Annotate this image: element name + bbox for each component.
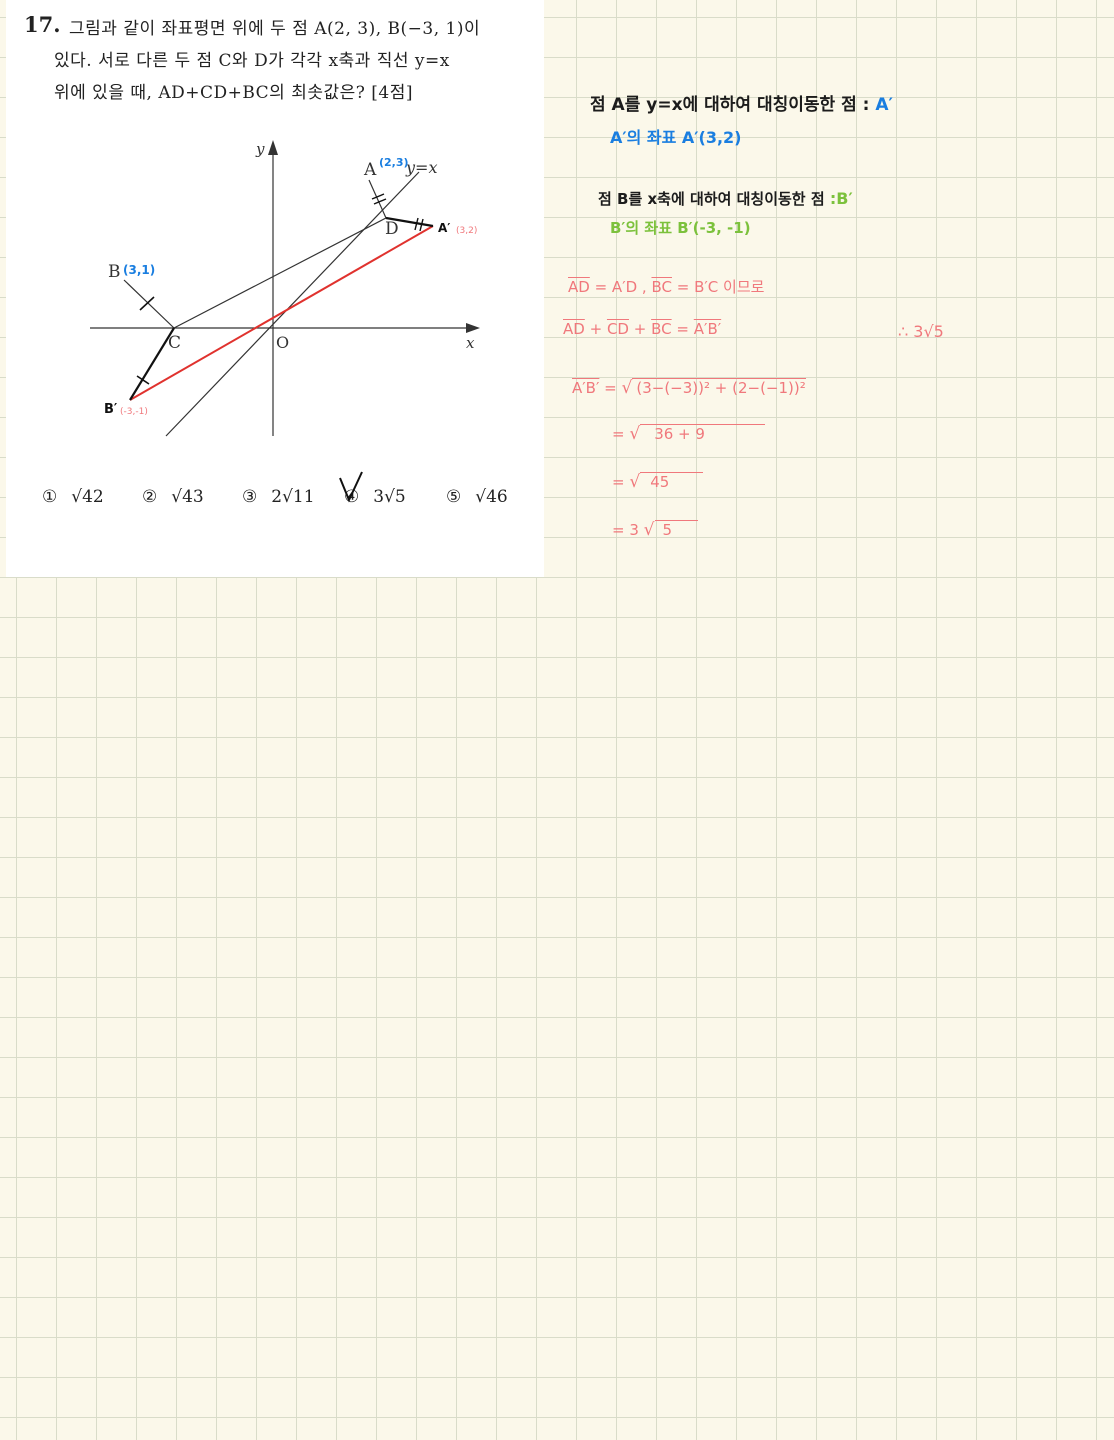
segment-cd xyxy=(173,217,387,329)
question-line-1: 그림과 같이 좌표평면 위에 두 점 A(2, 3), B(−3, 1)이 xyxy=(69,19,481,39)
segment-da-prime xyxy=(385,216,434,228)
note-calc-3: = √ 45 xyxy=(612,472,704,492)
tick-mark-ad-2 xyxy=(373,198,387,205)
x-axis-label: x xyxy=(466,334,475,352)
y-axis-arrow-icon xyxy=(268,140,278,155)
point-b-annotation: (3,1) xyxy=(123,263,155,277)
coordinate-diagram: y x O y=x A B C D (2,3) (3,1) A′ (3,2) B… xyxy=(90,140,480,437)
tick-mark-ad-1 xyxy=(371,193,385,200)
point-b-label: B xyxy=(108,262,121,282)
point-d-label: D xyxy=(385,219,399,239)
note-equation-1: AD = A′D , BC = B′C 이므로 xyxy=(568,278,765,296)
note-equation-2: AD + CD + BC = A′B′ xyxy=(563,320,722,338)
segment-ad xyxy=(368,179,387,219)
tick-mark-bc xyxy=(139,296,155,311)
segment-cb-prime xyxy=(129,327,175,401)
note-answer: ∴ 3√5 xyxy=(898,322,944,341)
tick-mark-da-prime-1 xyxy=(414,217,419,231)
question-line-2: 있다. 서로 다른 두 점 C와 D가 각각 x축과 직선 y=x xyxy=(54,51,450,71)
answer-choices: ① √42 ② √43 ③ 2√11 ④ 3√5 ⑤ √46 xyxy=(42,487,542,517)
line-y-equals-x xyxy=(165,171,420,437)
b-prime-coords: (-3,-1) xyxy=(120,407,148,417)
question-number: 17. xyxy=(24,12,61,37)
a-prime-coords: (3,2) xyxy=(456,226,477,236)
checkmark-icon xyxy=(339,471,363,503)
shortest-path-line xyxy=(129,225,434,401)
choice-1[interactable]: ① √42 xyxy=(42,487,104,507)
tick-mark-cb-prime xyxy=(136,375,150,385)
point-a-label: A xyxy=(363,160,377,180)
point-a-annotation: (2,3) xyxy=(379,156,409,169)
y-axis-label: y xyxy=(255,140,265,158)
b-prime-label: B′ xyxy=(104,402,118,417)
line-label: y=x xyxy=(405,158,437,177)
choice-2[interactable]: ② √43 xyxy=(142,487,204,507)
choice-4[interactable]: ④ 3√5 xyxy=(344,487,406,507)
note-step1: 점 A를 y=x에 대하여 대칭이동한 점 : A′ xyxy=(590,95,893,115)
choice-5[interactable]: ⑤ √46 xyxy=(446,487,508,507)
choice-3[interactable]: ③ 2√11 xyxy=(242,487,315,507)
a-prime-label: A′ xyxy=(438,221,450,235)
point-c-label: C xyxy=(168,333,181,353)
x-axis-arrow-icon xyxy=(466,323,480,333)
tick-mark-da-prime-2 xyxy=(419,218,424,232)
note-calc-2: = √ 36 + 9 xyxy=(612,424,765,444)
note-step2: 점 B를 x축에 대하여 대칭이동한 점 :B′ xyxy=(598,189,853,208)
note-step2-coord: B′의 좌표 B′(-3, -1) xyxy=(610,219,751,237)
problem-card: 17. 그림과 같이 좌표평면 위에 두 점 A(2, 3), B(−3, 1)… xyxy=(6,0,544,577)
note-calc-1: A′B′ = √ (3−(−3))² + (2−(−1))² xyxy=(572,378,806,398)
note-calc-4: = 3 √ 5 xyxy=(612,520,699,540)
origin-label: O xyxy=(276,333,289,352)
note-step1-coord: A′의 좌표 A′(3,2) xyxy=(610,128,742,147)
segment-bc xyxy=(123,279,175,329)
question-line-3: 위에 있을 때, AD+CD+BC의 최솟값은? [4점] xyxy=(54,83,414,103)
